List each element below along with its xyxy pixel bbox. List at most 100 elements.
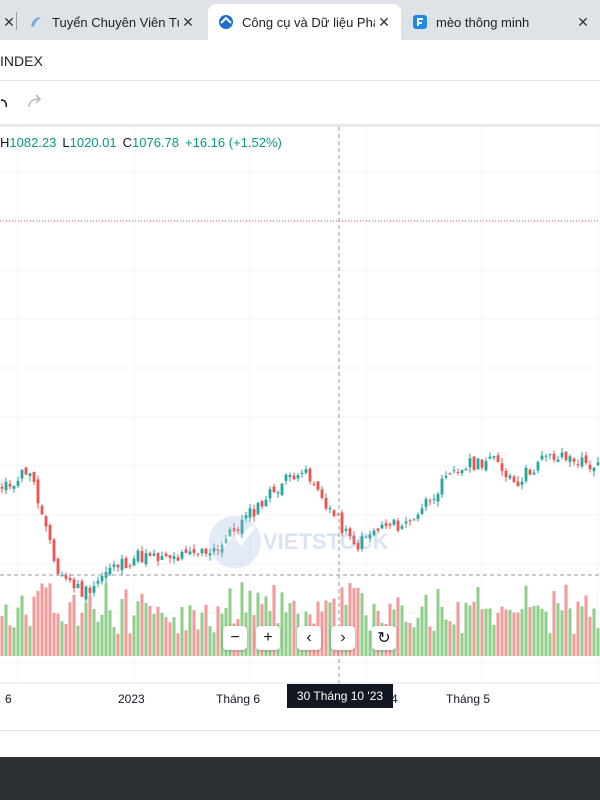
- volume-bar: [48, 583, 52, 656]
- candle-body: [68, 577, 72, 581]
- os-taskbar: [0, 757, 600, 800]
- close-icon[interactable]: ✕: [3, 13, 15, 30]
- watermark-text: VIETSTOCK: [263, 529, 389, 554]
- volume-bar: [512, 612, 516, 656]
- tab-favicon-icon: [413, 15, 427, 29]
- candle-body: [80, 581, 84, 597]
- candle-body: [588, 464, 592, 470]
- candle-body: [312, 483, 316, 485]
- close-icon[interactable]: ✕: [182, 13, 194, 30]
- candle-body: [564, 451, 568, 460]
- close-icon[interactable]: ✕: [577, 13, 589, 30]
- candle-body: [576, 464, 580, 466]
- candle-body: [568, 456, 572, 462]
- volume-bar: [288, 603, 292, 656]
- volume-bar: [504, 609, 508, 656]
- candle-body: [596, 462, 600, 466]
- candle-body: [528, 469, 532, 475]
- volume-bar: [528, 607, 532, 656]
- scroll-left-button[interactable]: ‹: [297, 626, 321, 650]
- candle-body: [264, 499, 268, 507]
- volume-bar: [96, 621, 100, 656]
- candle-body: [352, 535, 356, 545]
- volume-bar: [188, 605, 192, 656]
- zoom-in-button[interactable]: +: [256, 626, 280, 650]
- volume-bar: [112, 627, 116, 656]
- candle-body: [592, 467, 596, 472]
- close-icon[interactable]: ✕: [378, 13, 390, 30]
- candle-body: [276, 492, 280, 494]
- candle-body: [164, 553, 168, 557]
- candle-body: [108, 567, 112, 575]
- zoom-out-button[interactable]: −: [223, 626, 247, 650]
- browser-tab-cong-cu[interactable]: Công cụ và Dữ liệu Phân tích ✕: [208, 4, 401, 40]
- tab-separator: [16, 12, 17, 30]
- volume-bar: [284, 612, 288, 656]
- candle-body: [180, 551, 184, 559]
- volume-bar: [420, 606, 424, 656]
- reset-chart-button[interactable]: ↻: [372, 626, 396, 650]
- volume-bar: [28, 626, 32, 656]
- undo-icon[interactable]: [0, 95, 8, 111]
- candle-body: [272, 486, 276, 493]
- candle-body: [24, 467, 28, 475]
- volume-bar: [456, 601, 460, 656]
- candle-body: [32, 471, 36, 482]
- volume-bar: [404, 622, 408, 656]
- candle-body: [452, 470, 456, 472]
- candle-body: [464, 469, 468, 471]
- redo-icon[interactable]: [26, 94, 44, 110]
- candle-body: [476, 458, 480, 470]
- scroll-right-button[interactable]: ›: [331, 626, 355, 650]
- candle-body: [492, 456, 496, 458]
- candle-body: [468, 458, 472, 468]
- volume-bar: [180, 606, 184, 656]
- candle-body: [504, 470, 508, 478]
- volume-bar: [432, 630, 436, 656]
- candle-body: [152, 553, 156, 556]
- candle-body: [396, 520, 400, 531]
- x-axis-label: 6: [5, 692, 12, 706]
- volume-bar: [128, 633, 132, 656]
- volume-bar: [0, 616, 4, 656]
- browser-tab-tuyen-chuyen-vien[interactable]: Tuyển Chuyên Viên Tư Vấn ✕: [18, 4, 205, 40]
- candle-body: [372, 530, 376, 536]
- volume-bar: [520, 609, 524, 656]
- volume-bar: [228, 588, 232, 656]
- chart-toolbar: [0, 82, 600, 127]
- candle-body: [536, 461, 540, 471]
- x-axis-label: 2023: [118, 692, 145, 706]
- vietstock-watermark: VIETSTOCK: [209, 516, 389, 568]
- volume-bar: [320, 611, 324, 656]
- candle-body: [524, 467, 528, 482]
- candle-body: [392, 519, 396, 525]
- candle-body: [244, 515, 248, 519]
- candle-body: [136, 550, 140, 562]
- candle-body: [208, 553, 212, 556]
- volume-bar: [588, 616, 592, 656]
- volume-bar: [220, 613, 224, 656]
- browser-tab-partial[interactable]: ✕: [0, 4, 15, 40]
- browser-tab-meo-thong-minh[interactable]: mèo thông minh ✕: [402, 4, 600, 40]
- volume-bar: [272, 585, 276, 656]
- volume-bar: [124, 589, 128, 656]
- candle-body: [20, 470, 24, 479]
- candle-body: [400, 526, 404, 529]
- candle-body: [124, 558, 128, 568]
- candle-body: [12, 485, 16, 489]
- volume-bar: [44, 587, 48, 656]
- address-bar[interactable]: INDEX: [0, 40, 600, 81]
- volume-bar: [104, 583, 108, 656]
- chart-area[interactable]: VIETSTOCK H1082.23 L1020.01 C1076.78 +16.16…: [0, 127, 600, 730]
- candle-body: [388, 523, 392, 526]
- candle-body: [416, 514, 420, 519]
- candle-body: [424, 498, 428, 507]
- candle-body: [472, 456, 476, 470]
- candle-body: [176, 557, 180, 561]
- volume-bar: [564, 584, 568, 656]
- volume-bar: [328, 602, 332, 656]
- candle-body: [484, 461, 488, 471]
- candle-body: [572, 458, 576, 462]
- candle-body: [316, 481, 320, 490]
- volume-bar: [240, 582, 244, 656]
